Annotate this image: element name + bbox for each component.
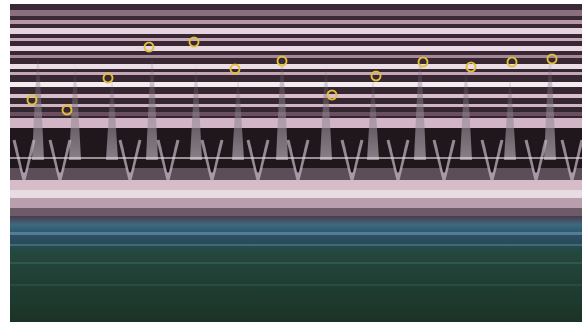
upper-bands [10, 10, 582, 116]
echo-notch [156, 139, 180, 181]
tissue-streak [10, 157, 582, 159]
echo-notch [286, 139, 310, 181]
echo-notch [200, 139, 224, 181]
echo-notch [340, 139, 364, 181]
echo-notch [48, 139, 72, 181]
echo-notch [118, 139, 142, 181]
echo-notch [386, 139, 410, 181]
lower-bands [10, 232, 582, 286]
echo-notch [480, 139, 504, 181]
tissue-spike [367, 74, 379, 160]
peak-marker-13 [546, 53, 558, 65]
tissue-waveforms [10, 50, 582, 181]
echo-notch [246, 139, 270, 181]
peak-marker-1 [26, 94, 38, 106]
tissue-spike [106, 74, 118, 160]
tissue-spike [276, 50, 288, 160]
tissue-spike [320, 62, 332, 160]
lower-region [10, 216, 582, 322]
echo-notch [524, 139, 548, 181]
peak-marker-5 [188, 36, 200, 48]
tissue-spike [414, 50, 426, 160]
tissue-spike [232, 74, 244, 160]
peak-marker-10 [417, 56, 429, 68]
echo-notch [560, 139, 582, 181]
peak-marker-6 [229, 63, 241, 75]
peak-marker-9 [370, 70, 382, 82]
peak-marker-7 [276, 55, 288, 67]
peak-marker-4 [143, 41, 155, 53]
echo-notch [432, 139, 456, 181]
tissue-spike [146, 50, 158, 160]
peak-marker-2 [61, 104, 73, 116]
tissue-spike [190, 62, 202, 160]
tissue-spike [69, 62, 81, 160]
peak-marker-3 [102, 72, 114, 84]
tissue-spike [504, 74, 516, 160]
peak-marker-11 [465, 61, 477, 73]
peak-markers [26, 36, 558, 116]
tissue-spike [544, 50, 556, 160]
tissue-spike [460, 62, 472, 160]
tissue-spike [32, 50, 44, 160]
peak-marker-12 [506, 56, 518, 68]
echo-notch [12, 139, 36, 181]
peak-marker-8 [326, 89, 338, 101]
